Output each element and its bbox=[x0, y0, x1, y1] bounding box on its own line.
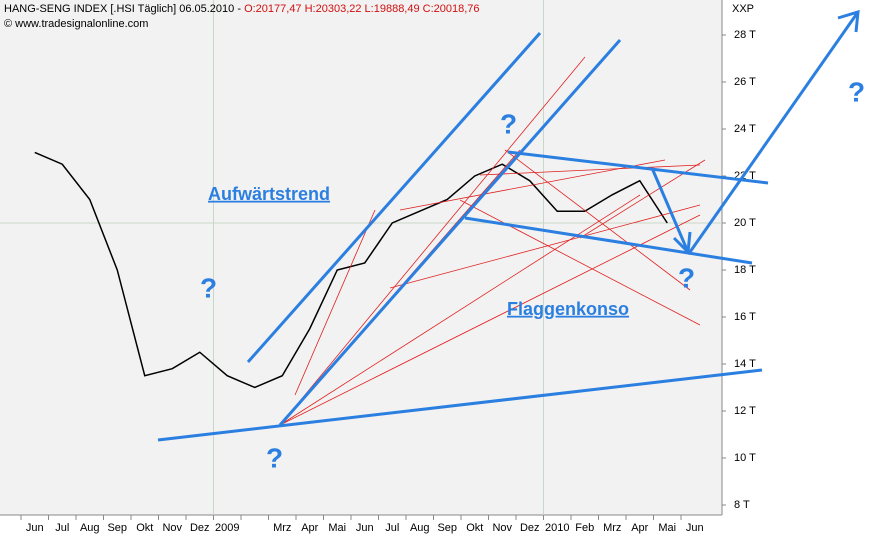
x-tick-label: 2009 bbox=[215, 522, 239, 534]
x-tick-label: 2010 bbox=[545, 522, 569, 534]
flag-line bbox=[507, 150, 769, 185]
x-tick-label: Mrz bbox=[273, 522, 291, 534]
trend-line bbox=[157, 368, 763, 442]
fan-line bbox=[504, 149, 691, 291]
x-tick-label: Jun bbox=[356, 522, 374, 534]
arrow bbox=[688, 11, 860, 253]
y-tick-label: 28 T bbox=[734, 29, 756, 41]
x-tick-label: Sep bbox=[107, 522, 127, 534]
fan-line bbox=[279, 194, 641, 426]
annotation: Flaggenkonso bbox=[507, 299, 629, 319]
y-tick-label: 24 T bbox=[734, 123, 756, 135]
y-tick-label: 18 T bbox=[734, 264, 756, 276]
y-tick-label: 26 T bbox=[734, 76, 756, 88]
plot-area bbox=[0, 0, 722, 515]
chart-title: HANG-SENG INDEX [.HSI Täglich] 06.05.201… bbox=[4, 3, 480, 15]
y-tick-label: 12 T bbox=[734, 405, 756, 417]
x-tick-label: Aug bbox=[410, 522, 430, 534]
x-tick-label: Mai bbox=[658, 522, 676, 534]
x-tick-label: Sep bbox=[437, 522, 457, 534]
x-tick-label: Nov bbox=[492, 522, 512, 534]
x-tick-label: Jun bbox=[686, 522, 704, 534]
flag-line bbox=[464, 216, 753, 265]
y-tick-label: 20 T bbox=[734, 217, 756, 229]
annotation: ? bbox=[500, 108, 517, 139]
annotation: ? bbox=[848, 76, 865, 107]
x-tick-label: Jun bbox=[26, 522, 44, 534]
x-tick-label: Aug bbox=[80, 522, 100, 534]
x-tick-label: Mai bbox=[328, 522, 346, 534]
trend-lines bbox=[157, 9, 860, 442]
x-tick-label: Okt bbox=[466, 522, 483, 534]
annotation: ? bbox=[200, 272, 217, 303]
trend-line bbox=[246, 32, 542, 363]
ohlc: O:20177,47 H:20303,22 L:19888,49 C:20018… bbox=[244, 3, 479, 15]
arrow bbox=[650, 167, 690, 253]
x-tick-label: Apr bbox=[631, 522, 648, 534]
x-tick-label: Feb bbox=[575, 522, 594, 534]
x-tick-label: Dez bbox=[520, 522, 540, 534]
y-tick-label: 14 T bbox=[734, 358, 756, 370]
fan-line bbox=[459, 199, 701, 326]
x-tick-label: Apr bbox=[301, 522, 318, 534]
arrow-head bbox=[837, 9, 860, 33]
annotation: ? bbox=[266, 442, 283, 473]
axis-label: XXP bbox=[732, 3, 754, 15]
fan-line bbox=[279, 214, 701, 426]
x-tick-label: Jul bbox=[55, 522, 69, 534]
fan-line bbox=[294, 209, 376, 396]
annotation: Aufwärtstrend bbox=[208, 184, 330, 204]
y-tick-label: 16 T bbox=[734, 311, 756, 323]
y-tick-label: 10 T bbox=[734, 452, 756, 464]
fan-line bbox=[389, 204, 701, 289]
title: HANG-SENG INDEX [.HSI Täglich] 06.05.201… bbox=[4, 3, 244, 15]
fan-line bbox=[479, 164, 701, 176]
annotation: ? bbox=[678, 262, 695, 293]
arrow-head bbox=[672, 231, 692, 256]
y-tick-label: 8 T bbox=[734, 499, 750, 511]
source: © www.tradesignalonline.com bbox=[4, 18, 148, 30]
trend-line bbox=[278, 39, 622, 426]
fan-line bbox=[279, 56, 586, 426]
x-tick-label: Jul bbox=[385, 522, 399, 534]
x-tick-label: Mrz bbox=[603, 522, 621, 534]
x-tick-label: Dez bbox=[190, 522, 210, 534]
x-tick-label: Okt bbox=[136, 522, 153, 534]
x-tick-label: Nov bbox=[162, 522, 182, 534]
